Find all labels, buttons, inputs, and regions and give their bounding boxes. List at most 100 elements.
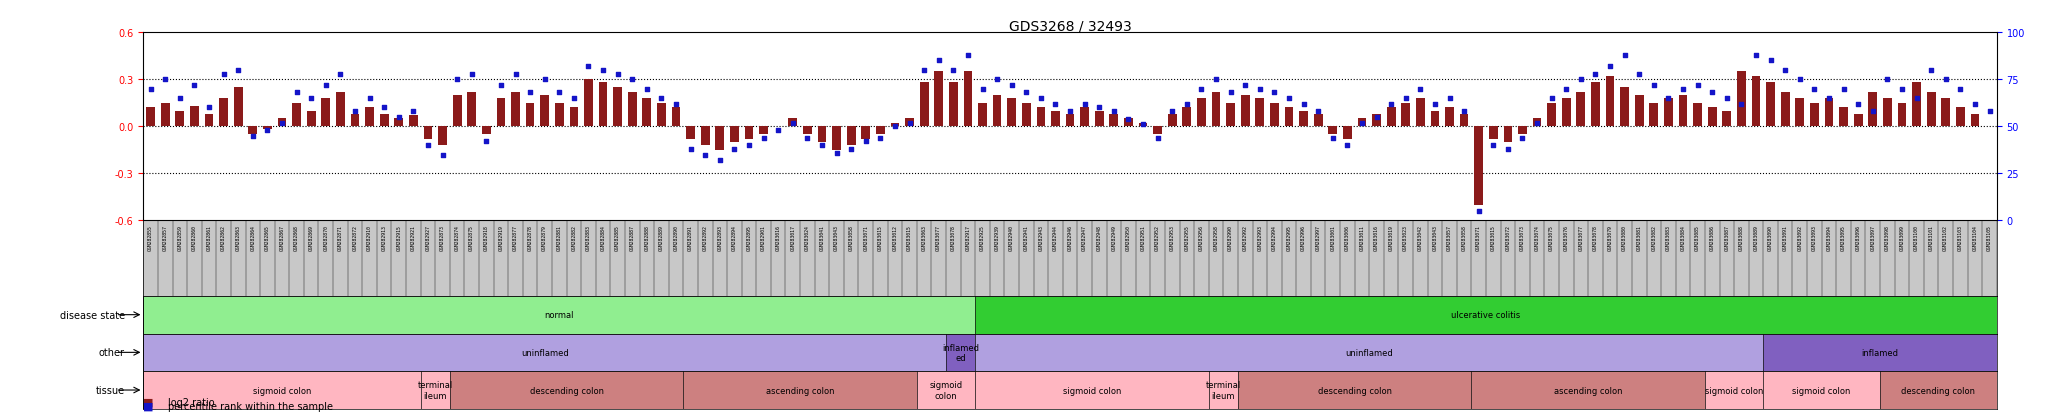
Point — [1593, 64, 1626, 70]
Bar — [745, 127, 754, 140]
Bar — [1577, 93, 1585, 127]
Bar — [541, 96, 549, 127]
Point — [1505, 135, 1538, 142]
Text: sigmoid colon: sigmoid colon — [1704, 386, 1763, 394]
Bar — [512, 93, 520, 127]
Bar — [1489, 127, 1497, 140]
Text: GSM283016: GSM283016 — [776, 225, 780, 251]
Text: GSM282919: GSM282919 — [498, 225, 504, 251]
Text: GSM283105: GSM283105 — [1987, 225, 1993, 251]
Bar — [410, 116, 418, 127]
Bar — [379, 114, 389, 127]
Point — [383, 114, 416, 121]
Bar — [686, 127, 694, 140]
Bar — [176, 112, 184, 127]
Bar — [1853, 114, 1862, 127]
Text: GSM283087: GSM283087 — [1724, 225, 1729, 251]
Text: inflamed
ed: inflamed ed — [942, 343, 979, 362]
Bar — [1694, 104, 1702, 127]
Bar — [803, 127, 811, 135]
Point — [616, 77, 649, 83]
Point — [1929, 77, 1962, 83]
Point — [1024, 95, 1057, 102]
Text: GSM283071: GSM283071 — [864, 225, 868, 251]
Point — [1200, 77, 1233, 83]
Bar — [1825, 99, 1833, 127]
Text: GSM282925: GSM282925 — [981, 225, 985, 251]
Bar — [1022, 104, 1030, 127]
Point — [1346, 120, 1378, 126]
Text: GSM282863: GSM282863 — [236, 225, 242, 251]
Point — [1565, 77, 1597, 83]
Bar — [1432, 112, 1440, 127]
Point — [1010, 90, 1042, 97]
Bar — [248, 127, 258, 135]
Text: GSM283102: GSM283102 — [1944, 225, 1948, 251]
Bar — [1298, 112, 1309, 127]
Bar — [1008, 99, 1016, 127]
Bar — [438, 127, 446, 146]
Bar — [1649, 104, 1659, 127]
Point — [1186, 86, 1219, 93]
Text: GSM282885: GSM282885 — [614, 225, 621, 251]
Bar — [1343, 127, 1352, 140]
Bar — [1591, 83, 1599, 127]
Point — [252, 128, 285, 134]
Text: uninflamed: uninflamed — [520, 348, 569, 357]
Bar — [1208, 371, 1237, 409]
Point — [586, 67, 618, 74]
Point — [967, 86, 999, 93]
Bar — [1470, 371, 1704, 409]
Point — [1243, 86, 1276, 93]
Bar — [1503, 127, 1511, 142]
Text: GSM283089: GSM283089 — [1753, 225, 1759, 251]
Text: GSM282873: GSM282873 — [440, 225, 444, 251]
Point — [1360, 114, 1393, 121]
Bar — [1139, 124, 1147, 127]
Bar — [420, 371, 451, 409]
Text: GSM283073: GSM283073 — [1520, 225, 1526, 251]
Text: GSM282994: GSM282994 — [1272, 225, 1276, 251]
Point — [1141, 135, 1174, 142]
Point — [352, 95, 385, 102]
Text: GSM282855: GSM282855 — [147, 225, 154, 251]
Text: GSM283084: GSM283084 — [1681, 225, 1686, 251]
Text: GSM282860: GSM282860 — [193, 225, 197, 251]
Bar — [905, 119, 913, 127]
Text: GSM282956: GSM282956 — [1198, 225, 1204, 251]
Text: GSM283057: GSM283057 — [1448, 225, 1452, 251]
Text: GSM282951: GSM282951 — [1141, 225, 1145, 251]
Point — [1171, 101, 1204, 108]
Text: GSM282888: GSM282888 — [645, 225, 649, 251]
Text: GSM282939: GSM282939 — [995, 225, 999, 251]
Text: GSM282944: GSM282944 — [1053, 225, 1059, 251]
Bar — [162, 104, 170, 127]
Point — [631, 86, 664, 93]
Bar — [1606, 77, 1614, 127]
Bar — [1782, 93, 1790, 127]
Bar — [190, 107, 199, 127]
Bar — [920, 83, 928, 127]
Bar — [1898, 104, 1907, 127]
Point — [1550, 86, 1583, 93]
Bar — [891, 124, 899, 127]
Bar — [1237, 371, 1470, 409]
Text: GSM283085: GSM283085 — [1696, 225, 1700, 251]
Text: GSM283001: GSM283001 — [1331, 225, 1335, 251]
Text: GSM282889: GSM282889 — [659, 225, 664, 251]
Bar — [1796, 99, 1804, 127]
Point — [659, 101, 692, 108]
Point — [369, 105, 401, 112]
Point — [791, 135, 823, 142]
Bar — [643, 99, 651, 127]
Bar — [336, 93, 344, 127]
Text: log2 ratio: log2 ratio — [168, 397, 215, 407]
Bar — [451, 371, 684, 409]
Point — [1798, 86, 1831, 93]
Title: GDS3268 / 32493: GDS3268 / 32493 — [1010, 19, 1130, 33]
Point — [514, 90, 547, 97]
Text: GSM283079: GSM283079 — [1608, 225, 1612, 251]
Bar — [350, 114, 358, 127]
Text: GSM282949: GSM282949 — [1112, 225, 1116, 251]
Bar — [279, 119, 287, 127]
